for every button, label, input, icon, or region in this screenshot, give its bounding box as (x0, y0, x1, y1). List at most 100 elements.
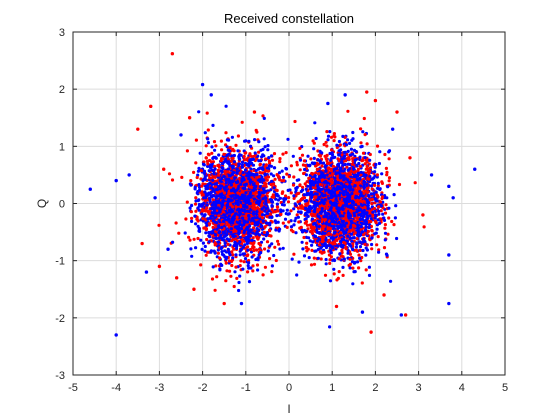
data-point (323, 273, 328, 277)
data-point (298, 168, 302, 172)
data-point (227, 138, 231, 142)
data-point (210, 231, 214, 235)
data-point (308, 187, 313, 191)
data-point (188, 238, 192, 242)
data-point (190, 216, 194, 220)
data-point (341, 163, 345, 167)
data-point (252, 226, 256, 230)
data-point (184, 217, 188, 221)
data-point (334, 238, 338, 242)
data-point (223, 249, 227, 253)
data-point (206, 162, 210, 166)
data-point (263, 145, 267, 149)
data-point (210, 176, 214, 180)
data-point (207, 169, 211, 173)
data-point (225, 269, 229, 273)
data-point (229, 274, 233, 278)
data-point (309, 212, 313, 216)
data-point (344, 213, 348, 217)
data-point (232, 284, 236, 289)
data-point (266, 144, 270, 148)
data-point (240, 120, 244, 124)
data-point (330, 148, 334, 152)
data-point (208, 200, 212, 204)
data-point (310, 248, 314, 252)
data-point (338, 252, 342, 256)
data-point (222, 191, 227, 195)
data-point (258, 163, 262, 167)
data-point (335, 278, 339, 282)
data-point (305, 229, 309, 233)
data-point (240, 163, 244, 167)
data-point (218, 190, 222, 194)
data-point (352, 236, 356, 240)
data-point (333, 242, 337, 246)
data-point (352, 228, 356, 232)
data-point (231, 193, 235, 197)
data-point (357, 229, 361, 233)
data-point (269, 234, 273, 238)
data-point (365, 211, 369, 215)
data-point (387, 179, 391, 183)
data-point (328, 258, 332, 262)
data-point (295, 213, 299, 217)
data-point (254, 184, 258, 189)
data-point (197, 229, 201, 233)
data-point (323, 217, 327, 222)
data-point (328, 279, 333, 283)
data-point (359, 173, 363, 177)
data-point (340, 254, 344, 258)
data-point (207, 153, 211, 157)
data-point (322, 161, 326, 165)
data-point (386, 185, 390, 189)
data-point (272, 195, 276, 199)
data-point (357, 186, 361, 190)
data-point (267, 209, 271, 213)
data-point (238, 171, 242, 175)
data-point (346, 251, 350, 255)
data-point (208, 176, 212, 180)
data-point (364, 268, 368, 272)
data-point (341, 273, 345, 277)
data-point (218, 179, 222, 183)
data-point (255, 223, 260, 227)
data-point (301, 247, 305, 251)
data-point (265, 240, 270, 244)
data-point (331, 241, 335, 246)
data-point (244, 163, 249, 167)
data-point (348, 257, 352, 261)
data-point (190, 254, 194, 258)
data-point (229, 159, 233, 163)
data-point (213, 164, 217, 168)
data-point (319, 257, 323, 261)
data-point (281, 246, 285, 250)
data-point (261, 213, 265, 217)
data-point (302, 171, 306, 176)
data-point (321, 227, 325, 231)
data-point (367, 194, 371, 198)
data-point (275, 214, 279, 218)
data-point (307, 236, 311, 240)
data-point (325, 130, 329, 134)
data-point (382, 246, 387, 250)
data-point (261, 167, 265, 171)
data-point (255, 236, 259, 240)
data-point (383, 223, 387, 227)
data-point (196, 173, 200, 177)
data-point (249, 167, 253, 171)
data-point (390, 219, 394, 224)
data-point (214, 185, 218, 189)
data-point (301, 163, 305, 167)
data-point (315, 167, 319, 171)
data-point (281, 221, 285, 225)
data-point (296, 192, 300, 196)
data-point (324, 140, 328, 144)
data-point (269, 188, 273, 192)
data-point (313, 235, 317, 239)
data-point (201, 217, 205, 221)
data-point (260, 216, 265, 220)
data-point (323, 165, 327, 169)
data-point (376, 218, 380, 222)
data-point (324, 262, 328, 266)
data-point (268, 212, 273, 216)
